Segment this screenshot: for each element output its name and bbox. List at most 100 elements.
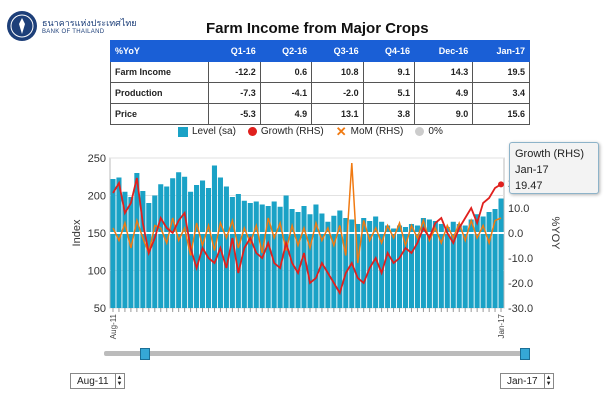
bar <box>367 221 373 308</box>
legend-label: Growth (RHS) <box>260 126 324 137</box>
bar <box>229 197 235 308</box>
table-header: %YoY <box>109 40 210 62</box>
tooltip-series: Growth (RHS) <box>515 148 585 160</box>
bar <box>343 218 349 308</box>
bar <box>122 191 128 308</box>
bank-of-thailand-logo <box>7 11 37 41</box>
bar <box>468 219 474 308</box>
table-row: Production -7.3 -4.1 -2.0 5.1 4.9 3.4 <box>109 82 530 104</box>
bar <box>235 194 241 308</box>
spinner-arrows-icon[interactable]: ▲ ▼ <box>543 374 553 388</box>
range-start-handle[interactable] <box>140 348 150 360</box>
bar <box>140 191 146 308</box>
bar <box>170 178 176 308</box>
bar <box>253 201 259 308</box>
spinner-arrows-icon[interactable]: ▲ ▼ <box>114 374 124 388</box>
bar <box>289 209 295 308</box>
range-end-handle[interactable] <box>520 348 530 360</box>
start-date-spinner[interactable]: Aug-11 ▲ ▼ <box>70 373 125 389</box>
table-header: Dec-16 <box>413 40 474 62</box>
bar <box>379 221 385 308</box>
tooltip-value: 19.47 <box>515 180 543 192</box>
y2-axis-label: %YOY <box>549 216 561 250</box>
bar <box>438 224 444 308</box>
bar <box>146 203 152 308</box>
bar <box>462 225 468 308</box>
chart-legend: Level (sa) Growth (RHS) ✕ MoM (RHS) 0% <box>178 123 443 139</box>
bar <box>295 212 301 308</box>
legend-swatch <box>247 127 257 136</box>
y-tick-label: 100 <box>88 266 106 278</box>
legend-item-zero[interactable]: 0% <box>415 126 443 137</box>
y2-tick-label: -20.0 <box>508 278 533 290</box>
bar <box>444 227 450 308</box>
bar <box>426 219 432 308</box>
table-header: Q2-16 <box>259 40 313 62</box>
bar <box>480 216 486 308</box>
bar <box>361 218 367 308</box>
bar <box>420 218 426 308</box>
legend-x-marker-icon: ✕ <box>335 123 347 139</box>
bar <box>331 215 337 308</box>
table-cell: 15.6 <box>472 103 530 125</box>
y-tick-label: 200 <box>88 191 106 203</box>
legend-item-mom[interactable]: ✕ MoM (RHS) <box>335 123 404 139</box>
y-tick-label: 50 <box>94 303 106 315</box>
legend-label: MoM (RHS) <box>350 126 404 137</box>
legend-item-level[interactable]: Level (sa) <box>178 126 236 137</box>
bar <box>128 197 134 308</box>
bar <box>283 195 289 308</box>
range-slider-track[interactable] <box>104 351 526 356</box>
chart-title: Farm Income from Major Crops <box>206 20 429 37</box>
bar <box>313 204 319 308</box>
start-date-value: Aug-11 <box>77 375 109 387</box>
x-tick-label: Jan-17 <box>497 313 506 338</box>
mom-line <box>112 162 502 264</box>
y-tick-label: 150 <box>88 228 106 240</box>
bar <box>486 212 492 308</box>
legend-swatch <box>178 126 188 137</box>
growth-highlight-point <box>498 181 505 188</box>
table-cell: 13.1 <box>311 103 364 125</box>
bar <box>211 165 218 308</box>
legend-label: Level (sa) <box>192 126 236 137</box>
bar <box>456 224 462 308</box>
bar <box>116 177 122 308</box>
bar <box>432 221 438 308</box>
table-cell: Price <box>109 103 210 125</box>
legend-label: 0% <box>428 126 443 137</box>
bar <box>194 185 200 308</box>
growth-line <box>112 177 502 296</box>
end-date-spinner[interactable]: Jan-17 ▲ ▼ <box>500 373 554 389</box>
legend-item-growth[interactable]: Growth (RHS) <box>247 126 324 137</box>
table-row: Farm Income -12.2 0.6 10.8 9.1 14.3 19.5 <box>109 61 530 83</box>
y-axis-label: Index <box>71 219 83 246</box>
bar <box>396 225 403 308</box>
bar <box>319 213 325 308</box>
summary-table: %YoY Q1-16 Q2-16 Q3-16 Q4-16 Dec-16 Jan-… <box>109 40 530 125</box>
bar <box>271 201 277 308</box>
bar <box>182 176 188 308</box>
table-cell: 9.0 <box>413 103 474 125</box>
bar <box>474 214 480 308</box>
bar <box>307 214 313 308</box>
bar <box>373 216 379 308</box>
end-date-value: Jan-17 <box>507 375 538 387</box>
bar <box>247 203 253 308</box>
brand-name-thai: ธนาคารแห่งประเทศไทย <box>42 19 137 29</box>
bar <box>450 221 456 308</box>
bar <box>277 206 283 308</box>
bar <box>134 173 140 308</box>
bar <box>414 225 420 308</box>
brand-name-english: BANK OF THAILAND <box>42 29 105 35</box>
bar <box>498 198 504 308</box>
table-header: Q3-16 <box>311 40 364 62</box>
y2-tick-label: -30.0 <box>508 303 533 315</box>
tooltip-period: Jan-17 <box>515 164 549 176</box>
y2-tick-label: 0.0 <box>508 228 523 240</box>
table-cell: 3.8 <box>362 103 416 125</box>
bar <box>355 224 361 308</box>
bar <box>164 186 170 308</box>
bar <box>241 200 247 308</box>
